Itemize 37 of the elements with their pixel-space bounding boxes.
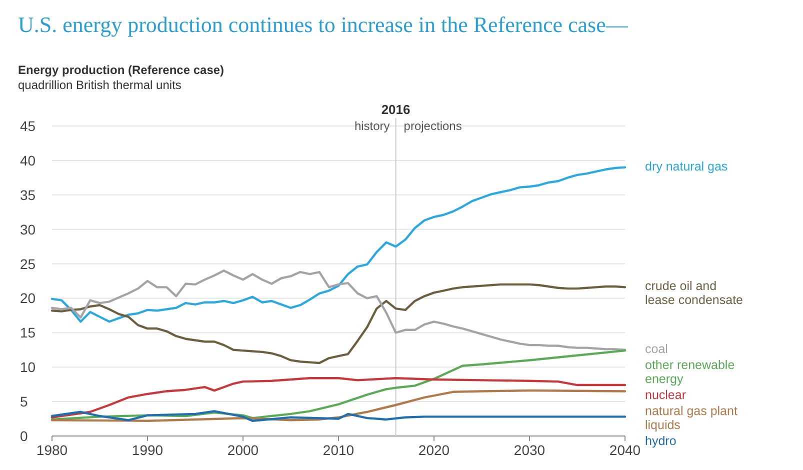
line-series bbox=[50, 166, 626, 323]
annotation: projections bbox=[404, 119, 462, 133]
y-tick-label: 40 bbox=[20, 152, 36, 168]
line-series bbox=[50, 410, 626, 422]
series-label: dry natural gas bbox=[645, 159, 728, 174]
y-tick-label: 35 bbox=[20, 186, 36, 203]
line-series bbox=[50, 389, 626, 422]
series-label: other renewable energy bbox=[645, 358, 735, 386]
line-series bbox=[50, 270, 626, 351]
y-tick-label: 0 bbox=[20, 428, 28, 444]
y-tick-label: 5 bbox=[20, 394, 28, 410]
line-series bbox=[50, 377, 626, 418]
series-label: nuclear bbox=[645, 388, 686, 402]
ref-line-label: 2016 bbox=[381, 102, 410, 117]
y-tick-label: 10 bbox=[20, 359, 36, 376]
text: hydro bbox=[645, 434, 676, 448]
x-tick-label: 2020 bbox=[418, 442, 450, 458]
chart-title: U.S. energy production continues to increase in the Reference case— bbox=[18, 12, 629, 37]
x-tick-label: 2030 bbox=[514, 442, 546, 458]
x-tick-label: 1980 bbox=[36, 442, 68, 458]
line-series bbox=[50, 283, 626, 364]
x-tick-label: 2000 bbox=[227, 442, 259, 458]
y-tick-label: 15 bbox=[20, 324, 36, 341]
series-label: natural gas plant liquids bbox=[645, 404, 738, 432]
y-tick-label: 25 bbox=[20, 256, 36, 272]
x-tick-label: 2040 bbox=[609, 442, 641, 458]
y-tick-label: 30 bbox=[20, 221, 36, 238]
x-tick-label: 1990 bbox=[132, 442, 164, 458]
chart-subtitle: Energy production (Reference case) bbox=[18, 63, 224, 77]
annotation: history bbox=[354, 119, 390, 133]
x-tick-label: 2010 bbox=[322, 442, 354, 458]
y-axis-title: quadrillion British thermal units bbox=[18, 78, 182, 92]
y-tick-label: 20 bbox=[20, 290, 36, 306]
series-label: crude oil and lease condensate bbox=[645, 278, 744, 307]
series-label: coal bbox=[645, 342, 668, 356]
line-series bbox=[50, 349, 626, 421]
y-tick-label: 45 bbox=[20, 118, 36, 134]
